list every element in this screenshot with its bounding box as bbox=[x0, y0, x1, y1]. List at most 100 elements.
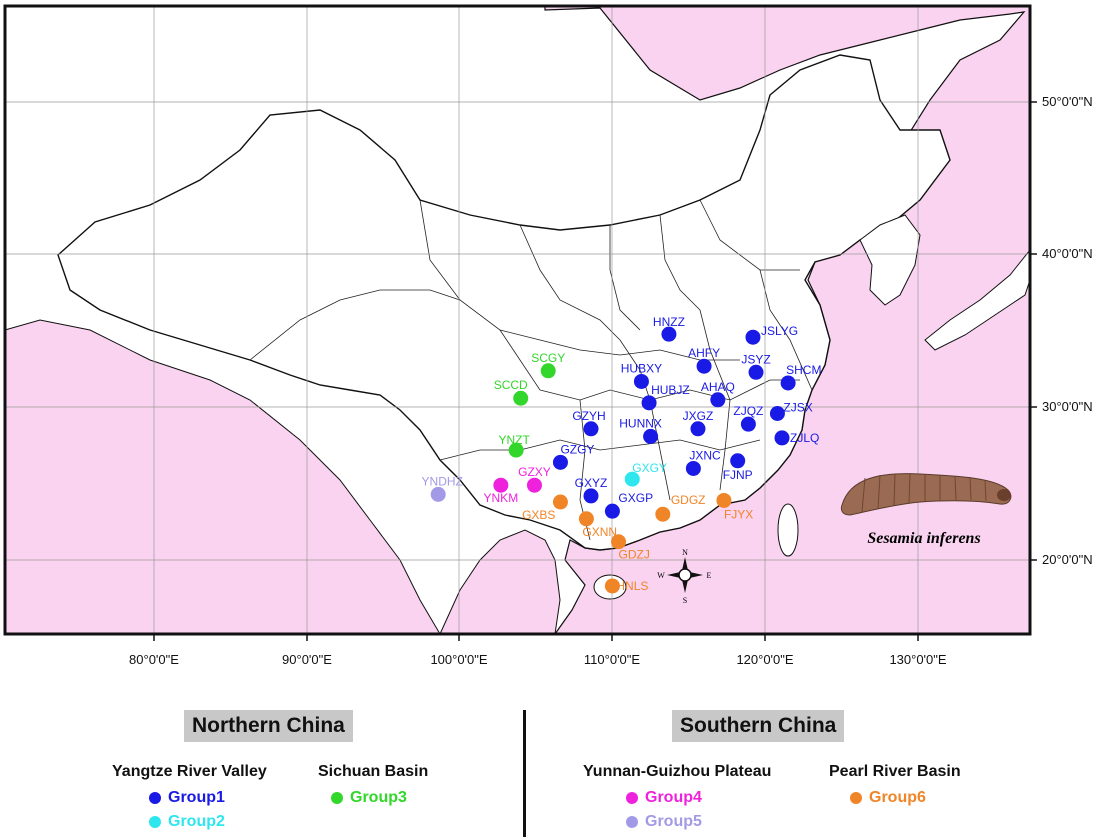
y-tick-label: 20°0'0"N bbox=[1042, 552, 1093, 567]
legend-group5: Group5 bbox=[626, 813, 702, 831]
southern-china-title: Southern China bbox=[672, 710, 845, 742]
site-marker-zjqz bbox=[740, 416, 756, 432]
site-marker-ynzt bbox=[508, 442, 524, 458]
legend-dot-group6 bbox=[850, 792, 862, 804]
y-tick-label: 50°0'0"N bbox=[1042, 94, 1093, 109]
site-label-ynkm: YNKM bbox=[484, 491, 519, 505]
site-label-gxnn: GXNN bbox=[582, 525, 617, 539]
legend-divider bbox=[523, 710, 526, 837]
site-label-ahfy: AHFY bbox=[688, 346, 720, 360]
site-marker-ahaq bbox=[710, 392, 726, 408]
site-marker-jxnc bbox=[685, 460, 701, 476]
pearl-river-basin-title: Pearl River Basin bbox=[829, 763, 961, 780]
site-label-jslyg: JSLYG bbox=[761, 324, 798, 338]
legend-label-group1: Group1 bbox=[168, 789, 225, 806]
northern-china-title: Northern China bbox=[184, 710, 353, 742]
site-label-gzgy: GZGY bbox=[560, 442, 594, 456]
site-label-jxnc: JXNC bbox=[689, 448, 721, 462]
species-label: Sesamia inferens bbox=[867, 530, 980, 547]
site-marker-hnls bbox=[604, 578, 620, 594]
site-label-gdgz: GDGZ bbox=[671, 493, 706, 507]
site-label-hnls: HNLS bbox=[616, 579, 648, 593]
korea-peninsula bbox=[859, 214, 921, 306]
site-marker-shcm bbox=[780, 375, 796, 391]
site-marker-sccd bbox=[513, 390, 529, 406]
site-label-zjsx: ZJSX bbox=[783, 401, 812, 415]
site-label-sccd: SCCD bbox=[494, 378, 528, 392]
x-tick-label: 130°0'0"E bbox=[889, 652, 947, 667]
site-label-hubxy: HUBXY bbox=[621, 361, 662, 375]
site-label-fjnp: FJNP bbox=[723, 468, 753, 482]
site-marker-jxgz bbox=[690, 421, 706, 437]
site-label-scgy: SCGY bbox=[531, 351, 565, 365]
site-label-zjqz: ZJQZ bbox=[733, 404, 763, 418]
site-marker-fjyx bbox=[716, 492, 732, 508]
site-label-gxgy: GXGY bbox=[632, 461, 667, 475]
site-marker-ynkm bbox=[493, 477, 509, 493]
legend-dot-group1 bbox=[149, 792, 161, 804]
site-marker-hubxy bbox=[633, 373, 649, 389]
site-label-jxgz: JXGZ bbox=[683, 409, 714, 423]
tick-marks bbox=[153, 101, 1037, 641]
legend-label-group2: Group2 bbox=[168, 813, 225, 830]
site-marker-hunnx bbox=[643, 428, 659, 444]
legend-label-group4: Group4 bbox=[645, 789, 702, 806]
site-label-hnzz: HNZZ bbox=[653, 315, 685, 329]
site-marker-gxgp bbox=[604, 503, 620, 519]
legend-dot-group3 bbox=[331, 792, 343, 804]
legend-group6: Group6 bbox=[850, 789, 926, 807]
site-marker-fjnp bbox=[730, 453, 746, 469]
site-marker-zjlq bbox=[774, 430, 790, 446]
japan-islands bbox=[924, 248, 1031, 351]
site-label-yndhz: YNDHZ bbox=[422, 474, 463, 488]
site-marker-yndhz bbox=[430, 486, 446, 502]
yunnan-guizhou-plateau-title: Yunnan-Guizhou Plateau bbox=[583, 763, 772, 780]
sampling-sites: HNZZ JSLYG AHFY JSYZ SHCM HUBXY HUBJZ AHAQ ZJSX G… bbox=[422, 315, 821, 594]
site-marker-gzxy bbox=[526, 477, 542, 493]
site-marker-gdgz bbox=[655, 506, 671, 522]
legend-label-group3: Group3 bbox=[350, 789, 407, 806]
southeast-asia-land bbox=[439, 529, 561, 635]
site-marker-gzgy bbox=[552, 454, 568, 470]
compass-n: N bbox=[682, 548, 688, 557]
site-marker-jsyz bbox=[748, 364, 764, 380]
graticule bbox=[5, 6, 1030, 634]
legend-dot-group5 bbox=[626, 816, 638, 828]
site-label-ahaq: AHAQ bbox=[701, 380, 735, 394]
taiwan-island bbox=[777, 503, 799, 557]
x-tick-label: 80°0'0"E bbox=[129, 652, 179, 667]
site-label-hubjz: HUBJZ bbox=[651, 383, 690, 397]
site-label-gzxy: GZXY bbox=[518, 465, 551, 479]
legend-dot-group4 bbox=[626, 792, 638, 804]
yangtze-river-valley-title: Yangtze River Valley bbox=[112, 763, 267, 780]
site-label-gxgp: GXGP bbox=[618, 491, 653, 505]
legend-group1: Group1 bbox=[149, 789, 225, 807]
site-label-zjlq: ZJLQ bbox=[790, 431, 819, 445]
caterpillar-image bbox=[840, 473, 1012, 516]
legend-dot-group2 bbox=[149, 816, 161, 828]
site-label-gxbs: GXBS bbox=[522, 508, 555, 522]
site-marker-scgy bbox=[540, 363, 556, 379]
legend-group3: Group3 bbox=[331, 789, 407, 807]
site-marker-gxbs bbox=[552, 494, 568, 510]
site-label-ynzt: YNZT bbox=[498, 433, 530, 447]
sichuan-basin-title: Sichuan Basin bbox=[318, 763, 429, 780]
indian-ocean-region bbox=[4, 319, 441, 635]
site-marker-hubjz bbox=[641, 395, 657, 411]
x-tick-label: 100°0'0"E bbox=[430, 652, 488, 667]
legend-label-group6: Group6 bbox=[869, 789, 926, 806]
compass-e: E bbox=[707, 571, 712, 580]
compass-rose: N S E W bbox=[657, 548, 711, 605]
x-tick-label: 110°0'0"E bbox=[583, 652, 641, 667]
site-marker-ahfy bbox=[696, 358, 712, 374]
legend-group2: Group2 bbox=[149, 813, 225, 831]
map-frame bbox=[3, 4, 1032, 636]
site-label-gxyz: GXYZ bbox=[575, 476, 608, 490]
site-label-gdzj: GDZJ bbox=[619, 548, 650, 562]
site-marker-gzyh bbox=[583, 421, 599, 437]
site-marker-zjsx bbox=[769, 406, 785, 422]
x-tick-label: 120°0'0"E bbox=[736, 652, 794, 667]
site-marker-gdzj bbox=[611, 534, 627, 550]
site-label-gzyh: GZYH bbox=[572, 409, 605, 423]
